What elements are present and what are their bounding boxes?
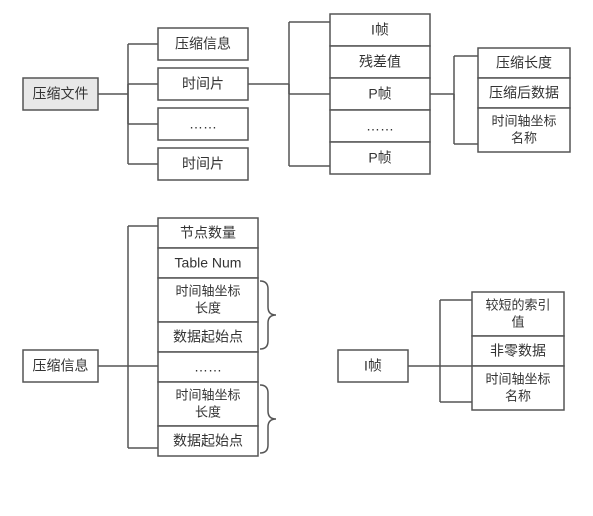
svg-text:……: …… — [194, 359, 222, 375]
svg-text:I帧: I帧 — [364, 358, 382, 374]
svg-text:压缩长度: 压缩长度 — [496, 55, 552, 71]
svg-text:压缩后数据: 压缩后数据 — [489, 85, 559, 101]
svg-text:压缩信息: 压缩信息 — [175, 36, 231, 52]
svg-text:时间片: 时间片 — [182, 156, 224, 172]
svg-text:压缩信息: 压缩信息 — [33, 358, 89, 374]
svg-text:P帧: P帧 — [368, 150, 391, 166]
svg-text:时间轴坐标: 时间轴坐标 — [175, 283, 240, 298]
svg-text:压缩文件: 压缩文件 — [33, 86, 89, 102]
svg-text:名称: 名称 — [511, 130, 537, 145]
svg-text:时间轴坐标: 时间轴坐标 — [491, 113, 556, 128]
svg-text:时间轴坐标: 时间轴坐标 — [175, 387, 240, 402]
svg-text:节点数量: 节点数量 — [180, 225, 236, 241]
svg-text:较短的索引: 较短的索引 — [485, 297, 550, 312]
svg-text:长度: 长度 — [195, 404, 221, 419]
svg-text:非零数据: 非零数据 — [490, 343, 546, 359]
svg-text:时间轴坐标: 时间轴坐标 — [485, 371, 550, 386]
svg-text:名称: 名称 — [505, 388, 531, 403]
svg-text:Table Num: Table Num — [175, 255, 242, 271]
svg-text:I帧: I帧 — [371, 22, 389, 38]
svg-text:值: 值 — [511, 314, 524, 329]
svg-text:时间片: 时间片 — [182, 76, 224, 92]
svg-text:P帧: P帧 — [368, 86, 391, 102]
svg-text:长度: 长度 — [195, 300, 221, 315]
svg-text:……: …… — [366, 118, 394, 134]
svg-text:……: …… — [189, 116, 217, 132]
svg-text:数据起始点: 数据起始点 — [173, 329, 243, 345]
svg-text:残差值: 残差值 — [359, 54, 401, 70]
svg-text:数据起始点: 数据起始点 — [173, 433, 243, 449]
